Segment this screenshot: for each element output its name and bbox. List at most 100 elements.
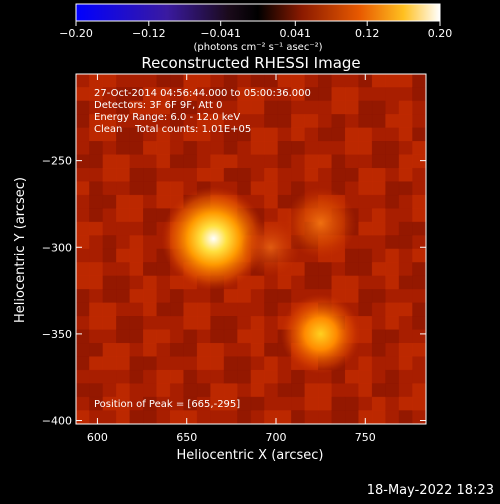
heatmap-cell (264, 342, 279, 357)
heatmap-cell (196, 74, 211, 88)
heatmap-cell (210, 100, 225, 115)
heatmap-cell (156, 74, 171, 88)
heatmap-cell (89, 383, 104, 398)
heatmap-cell (358, 329, 373, 344)
heatmap-cell (385, 127, 400, 142)
heatmap-cell (398, 302, 413, 317)
heatmap-cell (344, 87, 359, 102)
heatmap-cell (183, 87, 198, 102)
heatmap-cell (102, 275, 117, 290)
heatmap-cell (223, 141, 238, 156)
heatmap-cell (371, 342, 386, 357)
heatmap-cell (102, 383, 117, 398)
heatmap-cell (169, 100, 184, 115)
heatmap-cell (76, 356, 90, 371)
heatmap-cell (116, 167, 131, 182)
heatmap-cell (344, 410, 359, 424)
heatmap-cell (250, 410, 265, 424)
heatmap-cell (89, 262, 104, 277)
heatmap-cell (102, 342, 117, 357)
heatmap-cell (398, 181, 413, 196)
heatmap-cell (331, 141, 346, 156)
heatmap-cell (196, 316, 211, 331)
heatmap-cell (264, 100, 279, 115)
heatmap-cell (210, 302, 225, 317)
heatmap-cell (76, 275, 90, 290)
heatmap-cell (223, 302, 238, 317)
heatmap-cell (358, 410, 373, 424)
heatmap-cell (76, 302, 90, 317)
heatmap-cell (210, 127, 225, 142)
heatmap-cell (210, 154, 225, 169)
heatmap-cell (277, 154, 292, 169)
heatmap-cell (223, 154, 238, 169)
heatmap-cell (156, 127, 171, 142)
heatmap-cell (371, 329, 386, 344)
heatmap-cell (318, 74, 333, 88)
heatmap-cell (344, 100, 359, 115)
heatmap-cell (344, 396, 359, 411)
heatmap-cell (344, 383, 359, 398)
heatmap-cell (250, 356, 265, 371)
heatmap-cell (371, 289, 386, 304)
heatmap-cell (89, 342, 104, 357)
heatmap-cell (277, 289, 292, 304)
heatmap-cell (291, 410, 306, 424)
heatmap-cell (358, 74, 373, 88)
y-axis-label: Heliocentric Y (arcsec) (13, 177, 28, 323)
heatmap-cell (398, 410, 413, 424)
heatmap-cell (210, 369, 225, 384)
heatmap-cell (223, 100, 238, 115)
heatmap-cell (358, 302, 373, 317)
heatmap-sources (161, 186, 361, 374)
heatmap-cell (143, 302, 158, 317)
heatmap-cell (129, 342, 144, 357)
heatmap-cell (129, 87, 144, 102)
heatmap-cell (156, 167, 171, 182)
heatmap-cell (156, 87, 171, 102)
heatmap-cell (196, 369, 211, 384)
heatmap-cell (385, 342, 400, 357)
heatmap-cell (412, 100, 426, 115)
heatmap-cell (76, 221, 90, 236)
heatmap-cell (196, 127, 211, 142)
heatmap-cell (385, 396, 400, 411)
heatmap-cell (102, 114, 117, 129)
heatmap-cell (371, 167, 386, 182)
heatmap-cell (223, 167, 238, 182)
heatmap-cell (264, 141, 279, 156)
heatmap-cell (264, 114, 279, 129)
heatmap-cell (129, 329, 144, 344)
heatmap-cell (143, 141, 158, 156)
heatmap-cell (169, 302, 184, 317)
heatmap-cell (412, 127, 426, 142)
heatmap-cell (143, 316, 158, 331)
heatmap-cell (143, 154, 158, 169)
heatmap-cell (102, 410, 117, 424)
heatmap-cell (398, 316, 413, 331)
heatmap-cell (129, 127, 144, 142)
heatmap-cell (331, 154, 346, 169)
heatmap-cell (358, 127, 373, 142)
heatmap-cell (76, 154, 90, 169)
heatmap-cell (385, 194, 400, 209)
heatmap-cell (102, 100, 117, 115)
heatmap-cell (398, 248, 413, 263)
heatmap-cell (385, 100, 400, 115)
heatmap-cell (169, 74, 184, 88)
heatmap-cell (129, 369, 144, 384)
heatmap-cell (223, 369, 238, 384)
heatmap-cell (331, 275, 346, 290)
heatmap-cell (210, 167, 225, 182)
heatmap-cell (116, 114, 131, 129)
heatmap-cell (412, 141, 426, 156)
heatmap-cell (398, 342, 413, 357)
plot-frame (75, 73, 427, 425)
heatmap-cell (250, 141, 265, 156)
heatmap-cell (371, 410, 386, 424)
colorbar (75, 3, 441, 22)
heatmap-cell (264, 383, 279, 398)
heatmap-cell (237, 342, 252, 357)
heatmap-cell (156, 342, 171, 357)
heatmap-cell (116, 289, 131, 304)
